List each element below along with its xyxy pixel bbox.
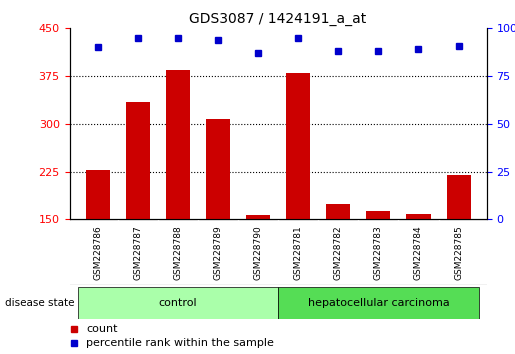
Bar xyxy=(406,215,431,219)
Bar xyxy=(85,170,110,219)
Bar xyxy=(126,102,150,219)
Text: percentile rank within the sample: percentile rank within the sample xyxy=(86,338,274,348)
Title: GDS3087 / 1424191_a_at: GDS3087 / 1424191_a_at xyxy=(190,12,367,26)
Text: GSM228787: GSM228787 xyxy=(133,225,142,280)
Text: control: control xyxy=(159,298,197,308)
Text: GSM228789: GSM228789 xyxy=(213,225,222,280)
Bar xyxy=(447,175,471,219)
Text: GSM228783: GSM228783 xyxy=(374,225,383,280)
Text: GSM228788: GSM228788 xyxy=(174,225,182,280)
Bar xyxy=(366,211,390,219)
Text: count: count xyxy=(86,324,118,334)
Text: GSM228785: GSM228785 xyxy=(454,225,463,280)
Text: GSM228782: GSM228782 xyxy=(334,225,343,280)
Text: GSM228781: GSM228781 xyxy=(294,225,303,280)
Bar xyxy=(246,215,270,219)
Bar xyxy=(206,119,230,219)
Text: disease state: disease state xyxy=(5,298,75,308)
Text: hepatocellular carcinoma: hepatocellular carcinoma xyxy=(307,298,449,308)
Text: GSM228786: GSM228786 xyxy=(93,225,102,280)
Text: GSM228784: GSM228784 xyxy=(414,225,423,280)
Bar xyxy=(166,70,190,219)
Bar xyxy=(286,73,310,219)
Bar xyxy=(326,204,350,219)
Text: GSM228790: GSM228790 xyxy=(253,225,263,280)
Bar xyxy=(78,287,278,319)
Bar xyxy=(278,287,478,319)
